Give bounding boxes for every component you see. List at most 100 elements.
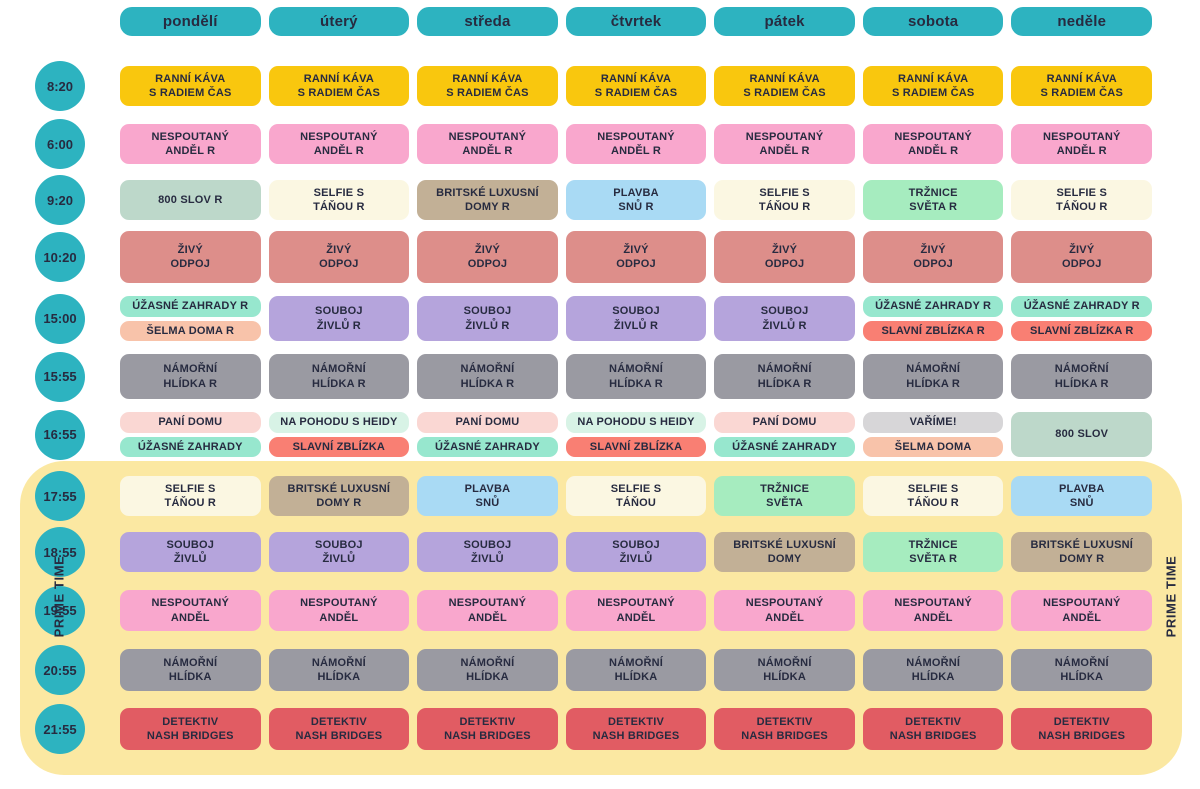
program-cell: NESPOUTANÝ ANDĚL R [862,124,1004,164]
program-title-line: TÁŇOU R [1056,201,1108,213]
program-title-line: ANDĚL [616,611,656,624]
time-column: 6:00 [0,119,120,169]
program-title-line: ÚŽASNÉ ZAHRADY R [875,300,992,313]
program-title-line: NESPOUTANÝ [448,597,527,610]
program-title-line: ŽIVLŮ [619,553,653,565]
program-cell: NESPOUTANÝ ANDĚL [862,590,1004,631]
schedule-cell: NÁMOŘNÍ HLÍDKA [120,649,261,691]
schedule-cell: NESPOUTANÝ ANDĚL R [565,124,707,164]
program-title-line: DETEKTIV [1053,715,1110,728]
program-title-line: ŽIVLŮ [322,553,356,565]
time-column: 15:00 [0,293,120,344]
schedule-row-8-20: 8:20 RANNÍ KÁVA S RADIEM ČAS RANNÍ KÁVA S RA… [0,61,1153,111]
program-title-line: NASH BRIDGES [444,730,531,742]
program-title-line: ODPOJ [170,258,211,270]
schedule-cell: RANNÍ KÁVA S RADIEM ČAS [417,66,558,106]
program-title-line: DETEKTIV [905,715,962,728]
program-cell: ÚŽASNÉ ZAHRADY R [862,296,1004,317]
program-title-line: TÁŇOU [615,497,657,509]
program-title-line: HLÍDKA [466,671,509,683]
program-cell: VAŘÍME! [862,412,1004,433]
time-column: 8:20 [0,61,120,111]
program-cell: RANNÍ KÁVA S RADIEM ČAS [417,66,558,106]
schedule-cell: SOUBOJ ŽIVLŮ R [417,296,558,341]
program-title-line: S RADIEM ČAS [297,87,381,99]
program-title-line: NESPOUTANÝ [745,597,824,610]
program-title-line: TÁŇOU R [758,201,811,213]
program-cell: ŽIVÝ ODPOJ [417,231,558,283]
time-bubble: 18:55 [35,527,85,577]
program-title-line: ANDĚL [913,611,953,624]
program-title-line: DETEKTIV [310,715,367,728]
program-cell: SOUBOJ ŽIVLŮ [565,532,707,572]
program-title-line: ŽIVÝ [326,243,352,256]
time-column: 17:55 [0,471,120,521]
time-bubble: 15:55 [35,351,85,402]
program-title-line: HLÍDKA [911,671,955,683]
program-title-line: SVĚTA [766,497,804,509]
program-cell: NÁMOŘNÍ HLÍDKA R [862,354,1004,399]
program-cell: RANNÍ KÁVA S RADIEM ČAS [714,66,855,106]
program-title-line: SOUBOJ [463,305,512,318]
program-title-line: NÁMOŘNÍ [460,656,515,669]
program-cell: NESPOUTANÝ ANDĚL R [1011,124,1153,164]
schedule-cell: NÁMOŘNÍ HLÍDKA R [268,354,410,399]
time-column: 18:55 [0,527,120,577]
program-title-line: NESPOUTANÝ [151,130,230,143]
program-title-line: NASH BRIDGES [741,730,828,742]
program-title-line: HLÍDKA [168,671,212,683]
program-title-line: ÚŽASNÉ ZAHRADY R [1023,300,1140,313]
schedule-cell: NÁMOŘNÍ HLÍDKA R [714,354,855,399]
schedule-cell: NÁMOŘNÍ HLÍDKA [1011,649,1153,691]
program-title-line: NESPOUTANÝ [1042,130,1121,143]
program-title-line: NESPOUTANÝ [1042,597,1121,610]
schedule-cell: ŽIVÝ ODPOJ [714,231,855,283]
program-title-line: ŽIVLŮ R [613,319,659,332]
program-cell: SOUBOJ ŽIVLŮ R [417,296,558,341]
program-title-line: DOMY R [316,497,362,509]
schedule-cell: ŽIVÝ ODPOJ [565,231,707,283]
time-bubble: 21:55 [35,704,85,754]
program-cell: BRITSKÉ LUXUSNÍ DOMY [714,532,855,572]
program-title-line: NASH BRIDGES [146,730,234,742]
program-title-line: ŽIVLŮ R [762,319,807,332]
schedule-cell: SELFIE S TÁŇOU R [268,180,410,220]
schedule-cell: SELFIE S TÁŇOU R [120,476,261,516]
schedule-cell: DETEKTIV NASH BRIDGES [714,708,855,750]
time-bubble: 16:55 [35,409,85,460]
program-title-line: S RADIEM ČAS [446,87,529,99]
program-title-line: ANDĚL [1062,611,1102,624]
schedule-cell: 800 SLOV R [120,180,261,220]
program-cell: 800 SLOV R [120,180,261,220]
schedule-cell: BRITSKÉ LUXUSNÍ DOMY R [268,476,410,516]
schedule-cell: SELFIE S TÁŇOU R [862,476,1004,516]
program-title-line: RANNÍ KÁVA [749,72,820,85]
time-column: 10:20 [0,231,120,283]
program-cell: PANÍ DOMU [714,412,855,433]
program-title-line: NÁMOŘNÍ [757,363,812,376]
program-title-line: RANNÍ KÁVA [600,72,672,85]
program-cell: NESPOUTANÝ ANDĚL [565,590,707,631]
program-title-line: ODPOJ [616,258,656,270]
program-cell: SELFIE S TÁŇOU R [120,476,261,516]
program-title-line: PANÍ DOMU [158,416,223,429]
schedule-cell: TRŽNICE SVĚTA [714,476,855,516]
program-title-line: HLÍDKA R [1054,377,1109,390]
program-cell: ŽIVÝ ODPOJ [714,231,855,283]
program-cell: DETEKTIV NASH BRIDGES [862,708,1004,750]
program-cell: NÁMOŘNÍ HLÍDKA R [565,354,707,399]
program-title-line: SELFIE S [610,482,662,495]
program-cell: NA POHODU S HEIDY [565,412,707,433]
program-cell: SLAVNÍ ZBLÍZKA [565,436,707,457]
schedule-cell: RANNÍ KÁVA S RADIEM ČAS [120,66,261,106]
program-title-line: BRITSKÉ LUXUSNÍ [1030,538,1134,551]
program-title-line: ODPOJ [467,258,508,270]
schedule-cell: SELFIE S TÁŇOU [565,476,707,516]
program-title-line: TÁŇOU R [164,497,217,509]
program-title-line: NÁMOŘNÍ [609,363,663,376]
program-title-line: ŠELMA DOMA [894,440,972,453]
program-title-line: SLAVNÍ ZBLÍZKA R [881,324,985,337]
program-title-line: DETEKTIV [162,715,219,728]
program-cell: ŽIVÝ ODPOJ [1011,231,1153,283]
schedule-cell: SOUBOJ ŽIVLŮ R [714,296,855,341]
